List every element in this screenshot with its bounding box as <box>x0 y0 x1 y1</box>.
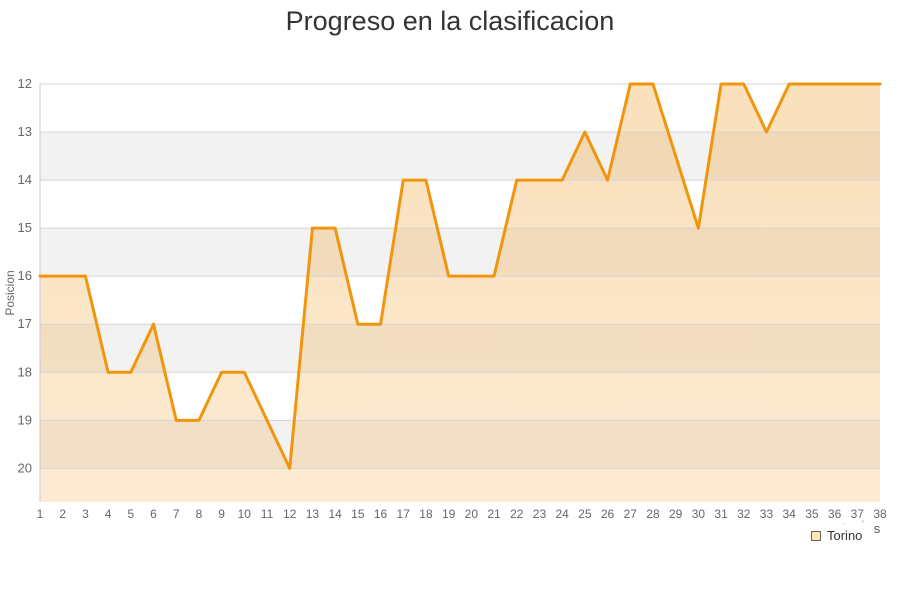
svg-text:19: 19 <box>18 412 32 427</box>
svg-text:8: 8 <box>196 507 203 521</box>
svg-text:20: 20 <box>18 460 32 475</box>
svg-text:14: 14 <box>328 507 342 521</box>
svg-text:18: 18 <box>18 364 32 379</box>
svg-text:16: 16 <box>374 507 388 521</box>
svg-text:16: 16 <box>18 268 32 283</box>
svg-text:10: 10 <box>238 507 252 521</box>
svg-text:9: 9 <box>218 507 225 521</box>
svg-text:7: 7 <box>173 507 180 521</box>
svg-text:12: 12 <box>18 76 32 91</box>
svg-text:2: 2 <box>59 507 66 521</box>
svg-text:Posicion: Posicion <box>3 270 17 315</box>
svg-text:34: 34 <box>783 507 797 521</box>
svg-text:13: 13 <box>306 507 320 521</box>
svg-text:32: 32 <box>737 507 751 521</box>
svg-text:18: 18 <box>419 507 433 521</box>
svg-text:38: 38 <box>873 507 887 521</box>
svg-text:25: 25 <box>578 507 592 521</box>
svg-text:17: 17 <box>397 507 411 521</box>
svg-text:35: 35 <box>805 507 819 521</box>
svg-text:26: 26 <box>601 507 615 521</box>
svg-text:19: 19 <box>442 507 456 521</box>
svg-text:4: 4 <box>105 507 112 521</box>
svg-text:15: 15 <box>351 507 365 521</box>
svg-text:29: 29 <box>669 507 683 521</box>
svg-text:11: 11 <box>261 507 274 521</box>
svg-text:31: 31 <box>714 507 728 521</box>
svg-text:24: 24 <box>555 507 569 521</box>
svg-text:23: 23 <box>533 507 547 521</box>
svg-text:15: 15 <box>18 220 32 235</box>
svg-text:14: 14 <box>18 172 32 187</box>
svg-text:1: 1 <box>37 507 44 521</box>
svg-text:6: 6 <box>150 507 157 521</box>
svg-text:33: 33 <box>760 507 774 521</box>
svg-text:30: 30 <box>692 507 706 521</box>
svg-text:12: 12 <box>283 507 297 521</box>
svg-text:3: 3 <box>82 507 89 521</box>
svg-text:28: 28 <box>646 507 660 521</box>
svg-text:27: 27 <box>624 507 638 521</box>
svg-text:20: 20 <box>465 507 479 521</box>
svg-text:17: 17 <box>18 316 32 331</box>
svg-text:13: 13 <box>18 124 32 139</box>
svg-text:5: 5 <box>127 507 134 521</box>
svg-text:21: 21 <box>487 507 501 521</box>
svg-text:36: 36 <box>828 507 842 521</box>
svg-text:22: 22 <box>510 507 524 521</box>
